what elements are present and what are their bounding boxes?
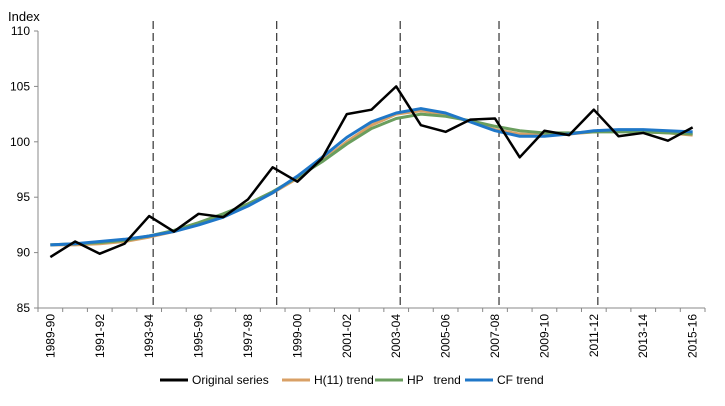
x-tick-label: 2015-16 bbox=[686, 314, 700, 358]
x-tick-label: 2003-04 bbox=[389, 314, 403, 358]
x-tick-label: 1995-96 bbox=[192, 314, 206, 358]
x-tick-label: 2001-02 bbox=[340, 314, 354, 358]
legend-label: Original series bbox=[192, 373, 269, 387]
legend-label: HP trend bbox=[407, 373, 461, 387]
x-tick-label: 1989-90 bbox=[43, 314, 57, 358]
legend-item: HP trend bbox=[375, 373, 461, 387]
x-tick-label: 1999-00 bbox=[290, 314, 304, 358]
x-tick-label: 2005-06 bbox=[439, 314, 453, 358]
y-tick-label: 95 bbox=[17, 190, 31, 204]
x-tick-label: 1997-98 bbox=[241, 314, 255, 358]
legend-label: H(11) trend bbox=[314, 373, 374, 387]
series-line-0 bbox=[50, 86, 692, 257]
y-tick-label: 110 bbox=[11, 24, 30, 38]
x-tick-label: 2011-12 bbox=[587, 314, 601, 357]
legend-item: H(11) trend bbox=[282, 373, 374, 387]
y-tick-label: 100 bbox=[10, 135, 30, 149]
x-tick-label: 2013-14 bbox=[636, 314, 650, 358]
x-tick-label: 2007-08 bbox=[488, 314, 502, 358]
y-tick-label: 105 bbox=[10, 79, 30, 93]
x-tick-label: 1991-92 bbox=[93, 314, 107, 358]
legend-label: CF trend bbox=[497, 373, 544, 387]
y-axis-label: Index bbox=[8, 9, 40, 24]
legend-item: CF trend bbox=[465, 373, 544, 387]
legend-item: Original series bbox=[160, 373, 269, 387]
x-tick-label: 2009-10 bbox=[537, 314, 551, 358]
y-tick-label: 85 bbox=[17, 301, 31, 315]
series-line-2 bbox=[50, 114, 692, 245]
x-tick-label: 1993-94 bbox=[142, 314, 156, 358]
y-tick-label: 90 bbox=[17, 246, 31, 260]
